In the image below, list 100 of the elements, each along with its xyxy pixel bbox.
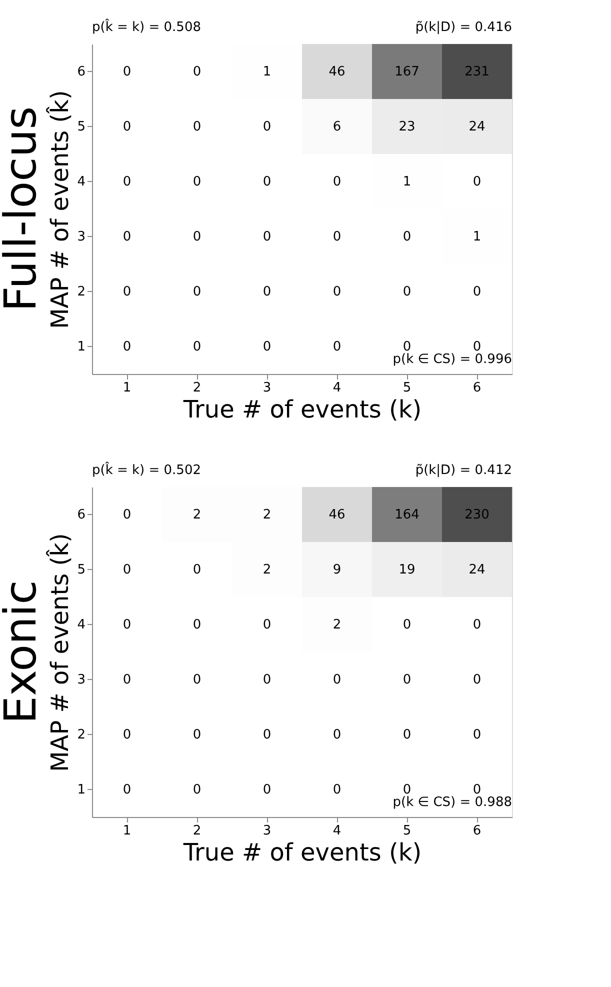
data-label: 19 xyxy=(398,562,416,578)
data-label: 1 xyxy=(402,174,412,190)
data-label: 0 xyxy=(262,284,272,300)
data-label: 0 xyxy=(192,174,202,190)
y-tick-label: 5 xyxy=(77,120,86,134)
data-label: 0 xyxy=(262,340,272,354)
data-label: 0 xyxy=(192,230,202,244)
data-label: 0 xyxy=(262,174,272,190)
data-label: 0 xyxy=(332,284,342,300)
data-label: 0 xyxy=(332,340,342,354)
data-label: 0 xyxy=(332,782,342,798)
data-label: 0 xyxy=(472,340,482,354)
data-label: 0 xyxy=(122,230,132,244)
data-label: 164 xyxy=(394,508,420,522)
data-label: 0 xyxy=(192,120,202,134)
data-label: 0 xyxy=(262,672,272,688)
data-label: 0 xyxy=(122,618,132,632)
data-label: 46 xyxy=(328,64,346,80)
data-label: 24 xyxy=(468,562,486,578)
text: Exonic xyxy=(0,580,47,724)
x-axis-title: True # of events (k) xyxy=(182,396,422,424)
data-label: 0 xyxy=(122,728,132,742)
data-label: 0 xyxy=(402,728,412,742)
data-label: 0 xyxy=(472,618,482,632)
x-tick-label: 3 xyxy=(262,380,272,396)
y-axis-title: MAP # of events (k̂) xyxy=(46,533,74,772)
annotation: p(k ∈ CS) = 0.996 xyxy=(392,352,512,367)
data-label: 0 xyxy=(402,618,412,632)
text: p(k̂ = k) = 0.502 xyxy=(92,462,201,478)
y-tick-label: 4 xyxy=(77,618,86,632)
data-label: 230 xyxy=(464,508,490,522)
data-label: 0 xyxy=(122,174,132,190)
data-label: 167 xyxy=(394,64,420,80)
data-label: 0 xyxy=(122,508,132,522)
data-label: 0 xyxy=(192,340,202,354)
x-tick-label: 1 xyxy=(122,824,132,838)
data-label: 2 xyxy=(332,618,342,632)
data-label: 0 xyxy=(402,284,412,300)
data-label: 0 xyxy=(192,728,202,742)
y-tick-label: 1 xyxy=(77,340,86,354)
x-tick-label: 4 xyxy=(332,380,342,396)
data-label: 0 xyxy=(402,782,412,798)
data-label: 0 xyxy=(262,230,272,244)
data-label: 0 xyxy=(472,728,482,742)
y-tick-label: 3 xyxy=(77,230,86,244)
data-label: 0 xyxy=(472,284,482,300)
data-label: 0 xyxy=(402,340,412,354)
data-label: 0 xyxy=(122,64,132,80)
data-label: 0 xyxy=(332,230,342,244)
x-tick-label: 1 xyxy=(122,380,132,396)
data-label: 0 xyxy=(122,340,132,354)
data-label: 0 xyxy=(262,728,272,742)
x-tick-label: 6 xyxy=(472,380,482,396)
y-tick-label: 1 xyxy=(77,782,86,798)
y-tick-label: 6 xyxy=(77,508,86,522)
data-label: 0 xyxy=(472,174,482,190)
data-label: 0 xyxy=(262,120,272,134)
y-tick-label: 5 xyxy=(77,562,86,578)
data-label: 0 xyxy=(262,782,272,798)
x-tick-label: 2 xyxy=(192,824,202,838)
data-label: 0 xyxy=(192,782,202,798)
data-label: 24 xyxy=(468,120,486,134)
x-tick-label: 3 xyxy=(262,824,272,838)
data-label: 0 xyxy=(472,782,482,798)
x-tick-label: 6 xyxy=(472,824,482,838)
data-label: 0 xyxy=(192,64,202,80)
data-label: 0 xyxy=(192,284,202,300)
data-label: 0 xyxy=(332,672,342,688)
data-label: 2 xyxy=(262,508,272,522)
y-tick-label: 3 xyxy=(77,672,86,688)
x-tick-label: 5 xyxy=(402,824,412,838)
data-label: 0 xyxy=(122,672,132,688)
data-label: 231 xyxy=(464,64,490,80)
annotation: p(k ∈ CS) = 0.988 xyxy=(392,795,512,810)
data-label: 0 xyxy=(122,562,132,578)
data-label: 1 xyxy=(262,64,272,80)
text: p̃(k|D) = 0.416 xyxy=(415,20,512,35)
data-label: 0 xyxy=(332,174,342,190)
data-label: 0 xyxy=(332,728,342,742)
y-tick-label: 2 xyxy=(77,728,86,742)
text: p(k̂ = k) = 0.508 xyxy=(92,18,201,35)
data-label: 0 xyxy=(472,672,482,688)
data-label: 0 xyxy=(122,284,132,300)
data-label: 0 xyxy=(122,782,132,798)
data-label: 46 xyxy=(328,508,346,522)
x-tick-label: 2 xyxy=(192,380,202,396)
data-label: 0 xyxy=(192,672,202,688)
data-label: 0 xyxy=(262,618,272,632)
x-axis-title: True # of events (k) xyxy=(182,838,422,866)
y-tick-label: 6 xyxy=(77,64,86,80)
data-label: 1 xyxy=(472,230,482,244)
y-tick-label: 4 xyxy=(77,174,86,190)
text: p̃(k|D) = 0.412 xyxy=(415,463,512,478)
data-label: 2 xyxy=(192,508,202,522)
data-label: 6 xyxy=(332,120,342,134)
data-label: 9 xyxy=(332,562,342,578)
data-label: 23 xyxy=(398,120,416,134)
data-label: 0 xyxy=(402,230,412,244)
data-label: 0 xyxy=(402,672,412,688)
data-label: 0 xyxy=(122,120,132,134)
